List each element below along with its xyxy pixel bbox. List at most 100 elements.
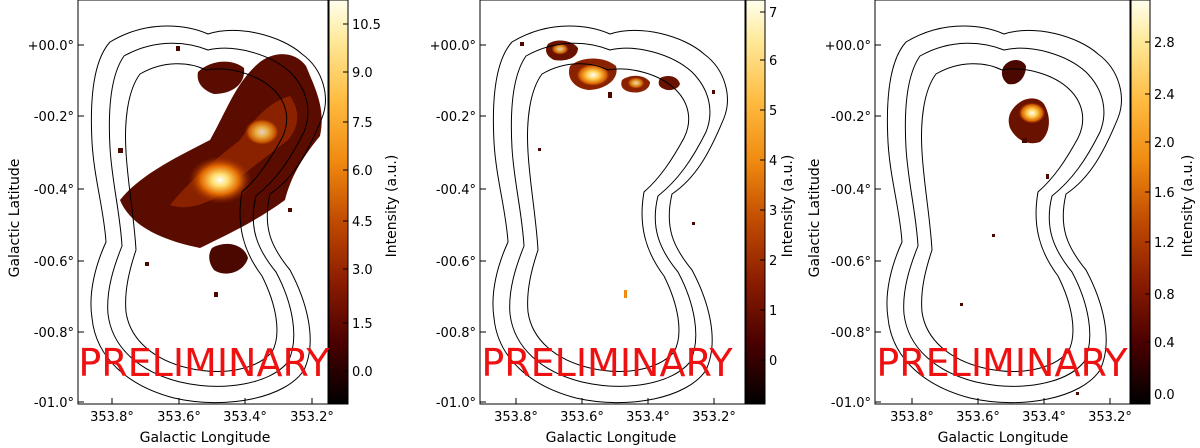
- panel-2-speck: [712, 90, 715, 94]
- panel-2-ytick-label: -01.0°: [436, 396, 476, 411]
- panel-3-speck: [992, 234, 995, 237]
- panel-1-contours: [90, 25, 326, 404]
- panel-3-xtick-label: 353.2°: [1088, 410, 1132, 425]
- panel-3-cbar-tick-label: 0.0: [1154, 388, 1175, 403]
- panel-3-xtick-label: 353.6°: [956, 410, 1000, 425]
- panel-3-speck: [1022, 138, 1027, 143]
- panel-3-speck: [1076, 392, 1079, 395]
- panel-2-x-axis: 353.8° 353.6° 353.4° 353.2° Galactic Lon…: [494, 398, 736, 446]
- panel-3-ytick-label: -00.8°: [831, 326, 871, 341]
- panel-3-ylabel: Galactic Latitude: [807, 159, 823, 278]
- panel-2-ytick-label: +00.0°: [430, 39, 476, 54]
- panel-2-speck: [538, 148, 541, 151]
- panel-3-ytick-label: -00.2°: [831, 110, 871, 125]
- panel-2-core-small: [551, 43, 569, 55]
- panel-1-contour-mid: [107, 42, 309, 387]
- panel-1-colorbar-bar: [328, 0, 349, 405]
- panel-2-contours: [492, 25, 728, 404]
- panel-2-emission-clump: [658, 76, 680, 91]
- panel-1-ytick-label: +00.0°: [28, 39, 74, 54]
- panel-3-cbar-label: Intensity (a.u.): [1180, 155, 1196, 258]
- panel-1-x-axis: 353.8° 353.6° 353.4° 353.2° Galactic Lon…: [90, 398, 334, 446]
- panel-1-xtick-label: 353.4°: [223, 410, 267, 425]
- panel-3-cbar-tick-label: 1.2: [1154, 236, 1175, 251]
- panel-3-colorbar: 0.0 0.4 0.8 1.2 1.6 2.0 2.4 2.8 Intensit…: [1130, 0, 1196, 405]
- panel-1-cbar-tick-label: 10.5: [352, 18, 381, 33]
- panel-3-cbar-tick-label: 0.4: [1154, 336, 1175, 351]
- panel-1-xlabel: Galactic Longitude: [140, 430, 271, 446]
- panel-2-xlabel: Galactic Longitude: [546, 430, 677, 446]
- panel-2-speck: [608, 92, 612, 98]
- panel-2-speck: [692, 222, 695, 225]
- panel-2-speck: [580, 352, 583, 355]
- panel-2-ytick-label: -00.2°: [436, 110, 476, 125]
- panel-1-speck: [118, 148, 123, 153]
- panel-2-cbar-tick-label: 2: [769, 254, 777, 269]
- panel-3-xtick-label: 353.4°: [1022, 410, 1066, 425]
- panel-2-bright-core: [575, 63, 611, 87]
- panel-1-xtick-label: 353.6°: [157, 410, 201, 425]
- panel-1-cbar-tick-label: 9.0: [352, 66, 373, 81]
- panel-3-y-axis: +00.0° -00.2° -00.4° -00.6° -00.8° -01.0…: [807, 39, 881, 411]
- panel-2-contour-outer: [492, 25, 728, 404]
- panel-2-cbar-tick-label: 0: [769, 354, 777, 369]
- panel-2-core-small: [627, 77, 645, 89]
- panel-3-ytick-label: -00.6°: [831, 255, 871, 270]
- panel-1-speck: [288, 208, 292, 212]
- panel-3-ytick-label: -01.0°: [831, 396, 871, 411]
- panel-2-cbar-tick-label: 7: [769, 6, 777, 21]
- panel-1-cbar-tick-label: 1.5: [352, 317, 373, 332]
- panel-2-cbar-tick-label: 6: [769, 54, 777, 69]
- panel-1-ytick-label: -01.0°: [34, 396, 74, 411]
- panel-3-cbar-tick-label: 2.0: [1154, 136, 1175, 151]
- panel-3-contour-outer: [886, 25, 1122, 404]
- panel-3-speck: [1046, 174, 1049, 179]
- panel-1-cbar-tick-label: 6.0: [352, 164, 373, 179]
- panel-3-bright-core: [1018, 102, 1046, 124]
- panel-1-ytick-label: -00.8°: [34, 326, 74, 341]
- panel-1-cbar-tick-label: 7.5: [352, 116, 373, 131]
- panel-1-cbar-tick-label: 3.0: [352, 263, 373, 278]
- panel-1-ytick-label: -00.6°: [34, 255, 74, 270]
- panel-3-xlabel: Galactic Longitude: [938, 430, 1069, 446]
- panel-1-colorbar-ticks: [343, 23, 348, 372]
- panel-2-xtick-label: 353.4°: [626, 410, 670, 425]
- panel-3-contours: [886, 25, 1122, 404]
- panel-1-ytick-label: -00.2°: [34, 110, 74, 125]
- panel-1-speck: [214, 292, 218, 297]
- panel-3-cbar-tick-label: 0.8: [1154, 288, 1175, 303]
- panel-1-colorbar: 0.0 1.5 3.0 4.5 6.0 7.5 9.0 10.5 Intensi…: [328, 0, 400, 405]
- panel-2: [479, 0, 746, 405]
- panel-2-colorbar-bar: [745, 0, 766, 405]
- panel-3-frame: [874, 0, 1131, 405]
- panel-3: [874, 0, 1131, 405]
- panel-1-cbar-label: Intensity (a.u.): [384, 155, 400, 258]
- panel-3-emission: [960, 60, 1079, 395]
- panel-1-contour-outer: [90, 25, 326, 404]
- panel-1-xtick-label: 353.2°: [290, 410, 334, 425]
- panel-2-xtick-label: 353.8°: [494, 410, 538, 425]
- panel-2-contour-inner: [527, 63, 690, 372]
- panel-1-xtick-label: 353.8°: [90, 410, 134, 425]
- panel-2-cbar-tick-label: 5: [769, 104, 777, 119]
- panel-2-speck: [624, 290, 627, 298]
- panel-1-frame: [77, 0, 329, 405]
- panel-2-ytick-label: -00.4°: [436, 183, 476, 198]
- panel-2-cbar-tick-label: 3: [769, 204, 777, 219]
- panel-2-cbar-tick-label: 1: [769, 304, 777, 319]
- panel-1-emission-south: [209, 243, 248, 274]
- panel-1-bright-core: [188, 156, 252, 204]
- panel-1-ylabel: Galactic Latitude: [7, 159, 23, 278]
- panel-2-y-axis: +00.0° -00.2° -00.4° -00.6° -00.8° -01.0…: [430, 39, 486, 411]
- panel-2-cbar-tick-label: 4: [769, 154, 777, 169]
- panel-1-secondary-core: [244, 118, 280, 146]
- panel-3-speck: [960, 303, 963, 306]
- panel-1-ytick-label: -00.4°: [34, 183, 74, 198]
- panel-3-cbar-tick-label: 1.6: [1154, 186, 1175, 201]
- panel-1-speck: [176, 46, 180, 51]
- panel-1-emission: [118, 46, 322, 297]
- panel-3-contour-mid: [903, 42, 1105, 387]
- panel-1-y-axis: +00.0° -00.2° -00.4° -00.6° -00.8° -01.0…: [7, 39, 84, 411]
- panel-3-ytick-label: -00.4°: [831, 183, 871, 198]
